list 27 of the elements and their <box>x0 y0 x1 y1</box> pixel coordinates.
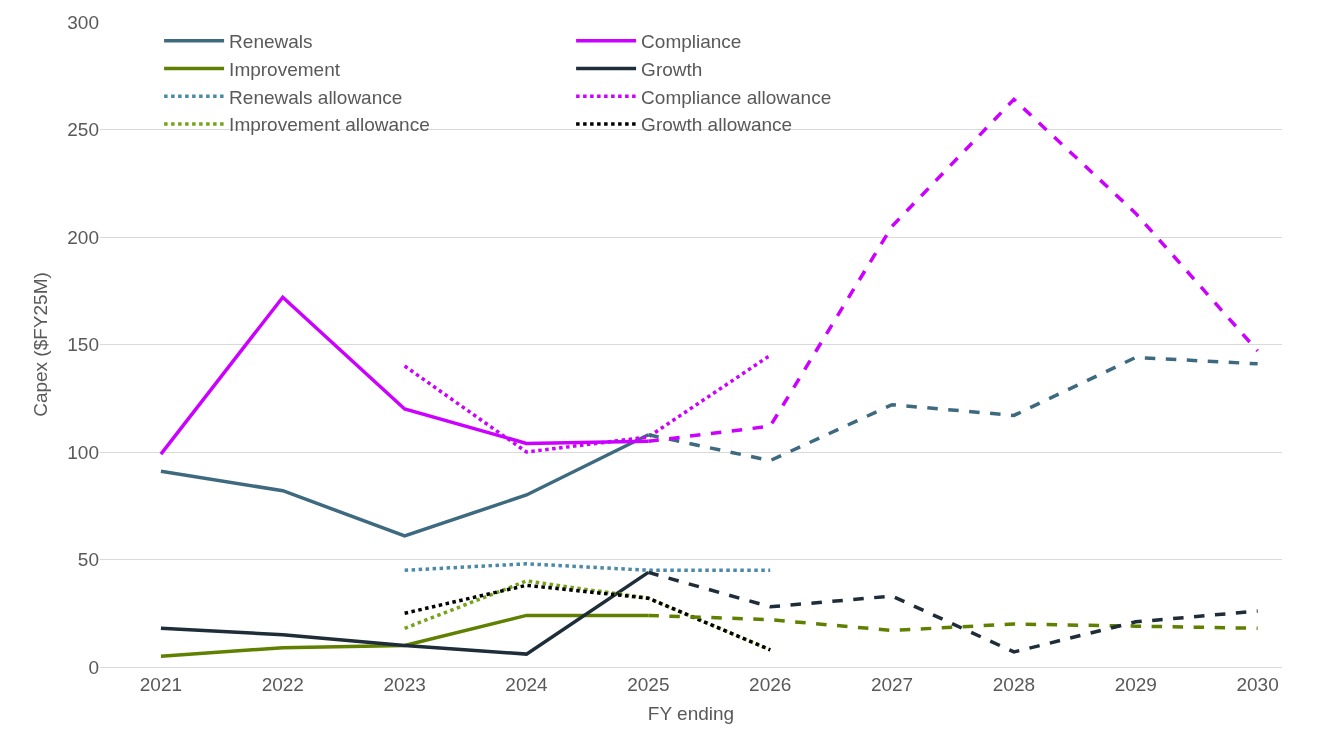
x-tick-label: 2027 <box>870 673 914 695</box>
x-axis-title: FY ending <box>647 702 735 724</box>
legend-label: Improvement <box>229 58 341 80</box>
legend-label: Compliance allowance <box>641 86 832 108</box>
x-tick-label: 2026 <box>749 673 792 695</box>
legend-label: Renewals allowance <box>229 86 403 108</box>
legend-label: Improvement allowance <box>229 114 430 136</box>
y-tick-label: 0 <box>88 656 99 678</box>
x-tick-label: 2024 <box>505 673 549 695</box>
y-tick-label: 100 <box>67 441 99 463</box>
x-tick-label: 2025 <box>627 673 670 695</box>
x-tick-label: 2029 <box>1114 673 1157 695</box>
y-axis-title: Capex ($FY25M) <box>30 272 52 417</box>
x-tick-label: 2022 <box>261 673 304 695</box>
y-tick-label: 200 <box>67 226 99 248</box>
legend-label: Growth <box>641 58 703 80</box>
y-tick-label: 250 <box>67 119 99 141</box>
legend-label: Growth allowance <box>641 114 793 136</box>
y-tick-label: 50 <box>77 549 99 571</box>
legend-label: Compliance <box>641 31 742 53</box>
y-tick-label: 300 <box>67 11 99 33</box>
legend-label: Renewals <box>229 31 313 53</box>
x-tick-label: 2021 <box>139 673 183 695</box>
x-tick-label: 2023 <box>383 673 426 695</box>
x-tick-label: 2028 <box>992 673 1036 695</box>
x-tick-label: 2030 <box>1236 673 1279 695</box>
y-tick-label: 150 <box>67 334 99 356</box>
